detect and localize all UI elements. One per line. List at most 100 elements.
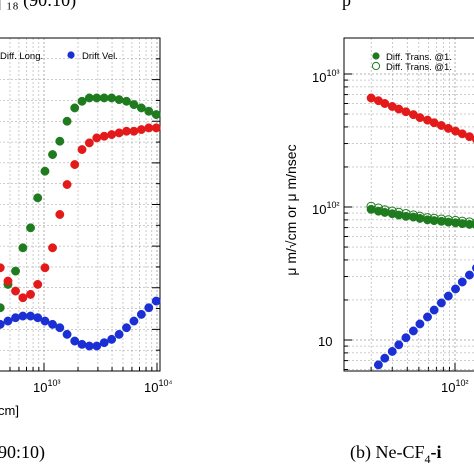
left-point-green-7 <box>33 193 43 203</box>
left-point-green-4 <box>11 266 20 276</box>
left-point-red-2 <box>0 263 5 273</box>
left-point-red-19 <box>122 126 131 136</box>
left-point-blue-7 <box>33 313 43 323</box>
left-point-green-11 <box>62 116 72 126</box>
left-point-blue-10 <box>55 323 65 333</box>
left-point-blue-19 <box>122 323 131 333</box>
left-point-red-6 <box>26 289 35 299</box>
right-point-blue-solid-8 <box>429 305 439 315</box>
left-point-green-23 <box>151 110 161 120</box>
left-point-green-12 <box>70 103 80 113</box>
left-legend-label-diff-long: Diff. Long. <box>0 51 43 62</box>
right-point-blue-solid-10 <box>443 291 453 301</box>
right-point-red-solid-7 <box>415 113 425 123</box>
left-point-green-17 <box>107 93 117 103</box>
right-caption-tail: -i <box>431 442 442 462</box>
right-y-tick-1000: 1010³ <box>312 68 339 85</box>
left-point-green-8 <box>40 166 50 176</box>
right-x-tick-100-label: 10² <box>455 378 468 388</box>
top-caption-left: | ₁₈ (90:10) <box>0 0 76 11</box>
left-point-blue-16 <box>99 338 109 348</box>
left-x-tick-1000: 1010³ <box>33 378 60 395</box>
right-point-green-open-5 <box>401 209 411 219</box>
right-y-tick-100: 1010² <box>312 200 339 217</box>
left-point-red-17 <box>107 130 117 140</box>
right-point-blue-solid-1 <box>380 353 390 363</box>
left-point-blue-22 <box>144 303 154 313</box>
left-point-green-22 <box>144 106 154 116</box>
left-point-blue-8 <box>40 316 50 326</box>
right-y-tick-100-label: 10² <box>326 200 339 210</box>
left-point-red-23 <box>151 123 161 133</box>
left-legend: Diff. Long. Drift Vel. <box>0 51 118 62</box>
left-point-blue-14 <box>84 341 94 351</box>
right-legend-label-1: Diff. Trans. @1. <box>386 52 452 63</box>
left-point-blue-18 <box>114 329 124 339</box>
right-point-green-open-13 <box>457 216 467 227</box>
left-x-axis-label: cm] <box>0 403 19 418</box>
left-point-green-13 <box>77 96 87 106</box>
left-point-blue-20 <box>129 316 139 326</box>
right-point-blue-solid-2 <box>387 347 397 356</box>
left-point-blue-11 <box>62 329 72 339</box>
left-caption: 90:10) <box>0 442 45 463</box>
left-point-red-20 <box>129 126 139 136</box>
left-point-green-10 <box>55 136 65 146</box>
right-point-green-open-6 <box>408 210 419 220</box>
left-legend-marker-drift-vel <box>67 51 75 59</box>
left-point-blue-3 <box>3 316 13 326</box>
right-point-green-open-12 <box>450 215 461 226</box>
right-y-tick-1000-label: 10³ <box>326 68 339 78</box>
left-point-red-21 <box>136 125 146 135</box>
right-point-blue-solid-9 <box>436 298 446 308</box>
left-point-red-7 <box>33 279 43 289</box>
left-x-tick-1000-label: 10³ <box>47 378 60 388</box>
right-point-blue-solid-7 <box>423 312 432 322</box>
right-point-red-solid-2 <box>380 99 390 108</box>
right-point-green-solid-7 <box>415 214 425 223</box>
left-point-red-10 <box>55 210 65 219</box>
left-point-red-8 <box>40 263 50 273</box>
right-point-green-open-10 <box>436 214 447 224</box>
left-plot-frame <box>0 37 161 372</box>
right-point-blue-solid-12 <box>457 277 467 287</box>
left-point-red-14 <box>84 138 94 148</box>
left-point-blue-23 <box>151 296 161 306</box>
left-point-blue-9 <box>48 319 57 329</box>
right-point-green-open-11 <box>443 215 454 225</box>
left-point-red-13 <box>77 145 87 155</box>
right-point-green-open-2 <box>380 205 390 215</box>
left-point-blue-12 <box>70 336 80 346</box>
right-point-green-open-1 <box>373 203 384 213</box>
right-point-green-open-4 <box>394 207 404 218</box>
left-legend-label-drift-vel: Drift Vel. <box>82 51 118 62</box>
left-point-red-11 <box>62 180 72 189</box>
left-point-green-14 <box>84 93 94 103</box>
left-point-red-22 <box>144 123 154 133</box>
left-point-green-15 <box>92 93 102 103</box>
right-legend-marker-solid <box>372 52 380 60</box>
right-legend-marker-open <box>371 61 381 71</box>
left-point-green-5 <box>18 243 28 253</box>
right-point-blue-solid-0 <box>373 360 383 370</box>
left-point-blue-5 <box>18 311 28 321</box>
right-point-green-open-3 <box>387 206 397 216</box>
top-caption-right: p <box>342 0 351 10</box>
left-point-green-6 <box>26 223 35 233</box>
left-x-tick-10000-label: 10⁴ <box>158 378 172 388</box>
right-caption-main: (b) Ne-CF <box>350 442 425 463</box>
left-point-red-4 <box>11 286 20 296</box>
right-y-axis-label: μ m/√cm or μ m/nsec <box>283 144 299 275</box>
right-legend-label-2: Diff. Trans. @1. <box>386 62 452 73</box>
right-point-blue-solid-4 <box>401 333 411 343</box>
right-point-blue-solid-3 <box>394 340 404 350</box>
left-point-blue-21 <box>136 309 146 319</box>
left-point-red-18 <box>114 128 124 138</box>
left-point-green-19 <box>122 96 131 106</box>
right-grid <box>344 38 474 371</box>
left-x-tick-10000: 1010⁴ <box>144 378 172 395</box>
right-point-green-open-7 <box>415 211 425 222</box>
left-chart-panel: Diff. Long. Drift Vel. 1010³ 1010⁴ cm] 9… <box>0 37 172 463</box>
left-point-red-12 <box>70 160 80 169</box>
